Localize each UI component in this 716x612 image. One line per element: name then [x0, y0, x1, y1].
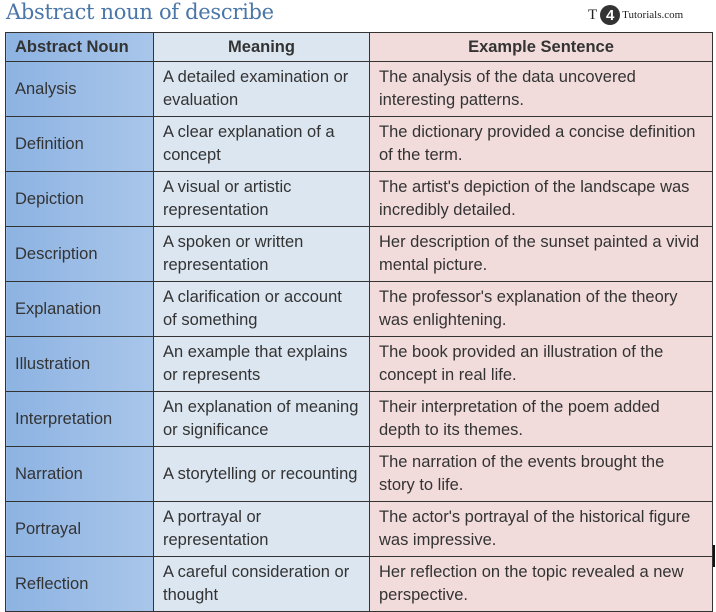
page-title: Abstract noun of describe	[6, 0, 274, 24]
noun-cell: Reflection	[5, 556, 154, 612]
table-row: Illustration An example that explains or …	[5, 336, 713, 392]
meaning-cell: A careful consideration or thought	[153, 556, 370, 612]
table-row: Reflection A careful consideration or tho…	[5, 556, 713, 612]
meaning-cell: A storytelling or recounting	[153, 446, 370, 502]
noun-cell: Portrayal	[5, 501, 154, 557]
example-cell: The actor's portrayal of the historical …	[369, 501, 713, 557]
meaning-cell: A spoken or written representation	[153, 226, 370, 282]
example-cell: Her reflection on the topic revealed a n…	[369, 556, 713, 612]
table-row: Explanation A clarification or account of…	[5, 281, 713, 337]
header-abstract-noun: Abstract Noun	[5, 32, 154, 62]
example-cell: The artist's depiction of the landscape …	[369, 171, 713, 227]
noun-cell: Explanation	[5, 281, 154, 337]
noun-cell: Depiction	[5, 171, 154, 227]
meaning-cell: A detailed examination or evaluation	[153, 61, 370, 117]
abstract-noun-table: Abstract Noun Meaning Example Sentence A…	[5, 32, 713, 612]
header-row: Abstract Noun Meaning Example Sentence	[5, 32, 713, 62]
meaning-cell: An explanation of meaning or significanc…	[153, 391, 370, 447]
table-row: Narration A storytelling or recounting The…	[5, 446, 713, 502]
table-row: Definition A clear explanation of a conce…	[5, 116, 713, 172]
noun-cell: Definition	[5, 116, 154, 172]
example-cell: The narration of the events brought the …	[369, 446, 713, 502]
logo-t: T	[588, 6, 598, 23]
noun-cell: Narration	[5, 446, 154, 502]
logo-text: Tutorials.com	[622, 9, 684, 21]
example-cell: The analysis of the data uncovered inter…	[369, 61, 713, 117]
table-row: Description A spoken or written represent…	[5, 226, 713, 282]
table-row: Depiction A visual or artistic representa…	[5, 171, 713, 227]
meaning-cell: A clarification or account of something	[153, 281, 370, 337]
example-cell: The dictionary provided a concise defini…	[369, 116, 713, 172]
header-meaning: Meaning	[153, 32, 370, 62]
noun-cell: Analysis	[5, 61, 154, 117]
noun-cell: Illustration	[5, 336, 154, 392]
table-row: Interpretation An explanation of meaning …	[5, 391, 713, 447]
meaning-cell: A portrayal or representation	[153, 501, 370, 557]
example-cell: The professor's explanation of the theor…	[369, 281, 713, 337]
example-cell: Their interpretation of the poem added d…	[369, 391, 713, 447]
meaning-cell: An example that explains or represents	[153, 336, 370, 392]
noun-cell: Interpretation	[5, 391, 154, 447]
meaning-cell: A clear explanation of a concept	[153, 116, 370, 172]
header-example-sentence: Example Sentence	[369, 32, 713, 62]
text-cursor	[713, 545, 715, 567]
example-cell: Her description of the sunset painted a …	[369, 226, 713, 282]
meaning-cell: A visual or artistic representation	[153, 171, 370, 227]
noun-cell: Description	[5, 226, 154, 282]
logo-four-icon: 4	[600, 5, 621, 25]
table-row: Analysis A detailed examination or evalua…	[5, 61, 713, 117]
table-row: Portrayal A portrayal or representation Th…	[5, 501, 713, 557]
example-cell: The book provided an illustration of the…	[369, 336, 713, 392]
t4tutorials-logo: T 4 Tutorials.com	[588, 5, 683, 25]
